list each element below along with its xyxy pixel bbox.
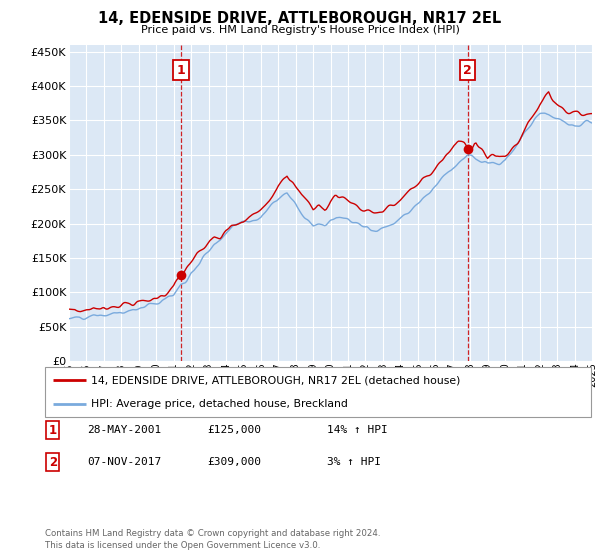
Text: Contains HM Land Registry data © Crown copyright and database right 2024.: Contains HM Land Registry data © Crown c… [45, 529, 380, 538]
Text: 14, EDENSIDE DRIVE, ATTLEBOROUGH, NR17 2EL (detached house): 14, EDENSIDE DRIVE, ATTLEBOROUGH, NR17 2… [91, 375, 461, 385]
Text: £125,000: £125,000 [207, 425, 261, 435]
Text: 1: 1 [176, 64, 185, 77]
Text: HPI: Average price, detached house, Breckland: HPI: Average price, detached house, Brec… [91, 399, 348, 409]
Text: 2: 2 [49, 455, 57, 469]
Text: 14% ↑ HPI: 14% ↑ HPI [327, 425, 388, 435]
Text: 3% ↑ HPI: 3% ↑ HPI [327, 457, 381, 467]
Text: This data is licensed under the Open Government Licence v3.0.: This data is licensed under the Open Gov… [45, 541, 320, 550]
Text: £309,000: £309,000 [207, 457, 261, 467]
Text: Price paid vs. HM Land Registry's House Price Index (HPI): Price paid vs. HM Land Registry's House … [140, 25, 460, 35]
Text: 1: 1 [49, 423, 57, 437]
FancyBboxPatch shape [45, 367, 591, 417]
Text: 07-NOV-2017: 07-NOV-2017 [87, 457, 161, 467]
Text: 28-MAY-2001: 28-MAY-2001 [87, 425, 161, 435]
Text: 2: 2 [463, 64, 472, 77]
Text: 14, EDENSIDE DRIVE, ATTLEBOROUGH, NR17 2EL: 14, EDENSIDE DRIVE, ATTLEBOROUGH, NR17 2… [98, 11, 502, 26]
